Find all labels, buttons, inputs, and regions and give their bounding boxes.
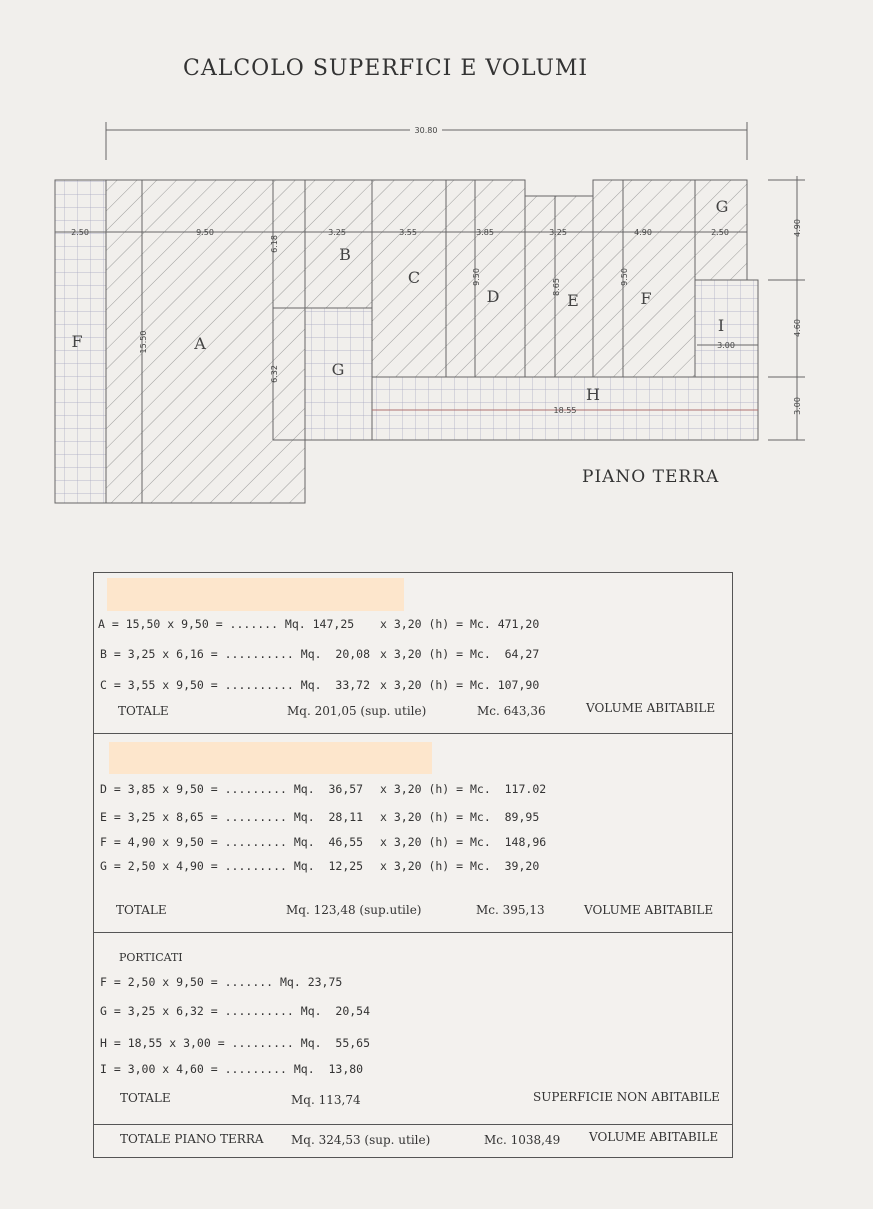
volume-value: x 3,20 (h) = Mc. 39,20 bbox=[380, 859, 540, 873]
section-habitable-2: D = 3,85 x 9,50 = ......... Mq. 36,57 x … bbox=[93, 733, 733, 933]
total-volume: Mc. 643,36 bbox=[477, 704, 546, 718]
calc-row: I = 3,00 x 4,60 = ......... Mq. 13,80 bbox=[100, 1062, 364, 1076]
calc-row: H = 18,55 x 3,00 = ......... Mq. 55,65 bbox=[100, 1036, 371, 1050]
room-label: A bbox=[193, 334, 206, 353]
room-i bbox=[694, 279, 759, 378]
dim-v: 6.18 bbox=[270, 235, 279, 253]
dim-v: 9.50 bbox=[472, 268, 481, 286]
dim-overall: 30.80 bbox=[415, 126, 438, 135]
calc-row: A = 15,50 x 9,50 = ....... Mq. 147,25 bbox=[98, 617, 355, 631]
dim-v: 9.50 bbox=[620, 268, 629, 286]
dim-h: 3.25 bbox=[549, 228, 567, 237]
room-f bbox=[592, 179, 696, 378]
room-label: F bbox=[71, 332, 82, 351]
grand-total-volume: Mc. 1038,49 bbox=[484, 1133, 561, 1147]
room-b bbox=[304, 179, 373, 309]
room-h bbox=[371, 376, 759, 441]
calc-row: E = 3,25 x 8,65 = ......... Mq. 28,11 bbox=[100, 810, 364, 824]
grand-total-area: Mq. 324,53 (sup. utile) bbox=[291, 1133, 431, 1147]
volume-value: x 3,20 (h) = Mc. 471,20 bbox=[380, 617, 540, 631]
dim-i-width: 3.00 bbox=[717, 341, 735, 350]
dim-v: 8.65 bbox=[552, 278, 561, 296]
dim-right: 4.90 bbox=[793, 219, 802, 237]
calc-row: F = 4,90 x 9,50 = ......... Mq. 46,55 bbox=[100, 835, 364, 849]
dim-h-length: 18.55 bbox=[554, 406, 577, 415]
room-a bbox=[105, 179, 306, 504]
total-area: Mq. 113,74 bbox=[291, 1093, 361, 1107]
document-title: CALCOLO SUPERFICI E VOLUMI bbox=[183, 56, 589, 81]
total-label: TOTALE bbox=[120, 1091, 171, 1105]
room-label: D bbox=[487, 287, 500, 306]
room-label: E bbox=[567, 291, 579, 310]
dim-right: 4.60 bbox=[793, 319, 802, 337]
dim-right: 3.00 bbox=[793, 397, 802, 415]
room-label: H bbox=[586, 385, 600, 404]
grand-total-label: TOTALE PIANO TERRA bbox=[120, 1132, 264, 1146]
note: SUPERFICIE NON ABITABILE bbox=[533, 1090, 720, 1104]
room-e bbox=[524, 195, 594, 378]
calc-row: G = 2,50 x 4,90 = ......... Mq. 12,25 bbox=[100, 859, 364, 873]
volume-value: x 3,20 (h) = Mc. 148,96 bbox=[380, 835, 547, 849]
dim-h: 2.50 bbox=[71, 228, 89, 237]
room-label: C bbox=[408, 268, 420, 287]
total-volume: Mc. 395,13 bbox=[476, 903, 545, 917]
redaction bbox=[107, 578, 404, 611]
section-heading: PORTICATI bbox=[119, 951, 183, 964]
note: VOLUME ABITABILE bbox=[584, 903, 714, 917]
volume-value: x 3,20 (h) = Mc. 117.02 bbox=[380, 782, 547, 796]
dim-h: 4.90 bbox=[634, 228, 652, 237]
note: VOLUME ABITABILE bbox=[589, 1130, 719, 1144]
grand-total: TOTALE PIANO TERRA Mq. 324,53 (sup. util… bbox=[93, 1124, 733, 1158]
volume-value: x 3,20 (h) = Mc. 64,27 bbox=[380, 647, 540, 661]
room-label: G bbox=[716, 197, 729, 216]
calc-row: F = 2,50 x 9,50 = ....... Mq. 23,75 bbox=[100, 975, 343, 989]
room-d bbox=[445, 179, 526, 378]
calc-row: B = 3,25 x 6,16 = .......... Mq. 20,08 bbox=[100, 647, 371, 661]
dim-h: 3.25 bbox=[328, 228, 346, 237]
dim-h: 3.85 bbox=[476, 228, 494, 237]
dim-h: 2.50 bbox=[711, 228, 729, 237]
total-area: Mq. 201,05 (sup. utile) bbox=[287, 704, 427, 718]
room-label: F bbox=[640, 289, 651, 308]
calc-row: D = 3,85 x 9,50 = ......... Mq. 36,57 bbox=[100, 782, 364, 796]
room-f-left bbox=[54, 179, 107, 504]
dim-h: 9.50 bbox=[196, 228, 214, 237]
room-label: G bbox=[332, 360, 345, 379]
total-label: TOTALE bbox=[116, 903, 167, 917]
note: VOLUME ABITABILE bbox=[586, 701, 716, 715]
dim-v: 6.32 bbox=[270, 365, 279, 383]
calc-row: C = 3,55 x 9,50 = .......... Mq. 33,72 bbox=[100, 678, 371, 692]
volume-value: x 3,20 (h) = Mc. 107,90 bbox=[380, 678, 540, 692]
section-habitable-1: A = 15,50 x 9,50 = ....... Mq. 147,25 x … bbox=[93, 572, 733, 734]
total-label: TOTALE bbox=[118, 704, 169, 718]
floor-label: PIANO TERRA bbox=[582, 467, 720, 487]
floor-plan: 30.80 2.50 9.50 3.25 3.55 3.85 3.25 4.90… bbox=[54, 122, 805, 504]
room-label: B bbox=[339, 245, 351, 264]
room-c bbox=[371, 179, 447, 378]
room-label: I bbox=[718, 316, 724, 335]
room-g-bottom bbox=[304, 307, 373, 441]
total-area: Mq. 123,48 (sup.utile) bbox=[286, 903, 422, 917]
dim-h: 3.55 bbox=[399, 228, 417, 237]
volume-value: x 3,20 (h) = Mc. 89,95 bbox=[380, 810, 540, 824]
redaction bbox=[109, 742, 432, 774]
calc-row: G = 3,25 x 6,32 = .......... Mq. 20,54 bbox=[100, 1004, 371, 1018]
dim-v: 15.50 bbox=[139, 331, 148, 354]
section-porticati: PORTICATI F = 2,50 x 9,50 = ....... Mq. … bbox=[93, 932, 733, 1125]
